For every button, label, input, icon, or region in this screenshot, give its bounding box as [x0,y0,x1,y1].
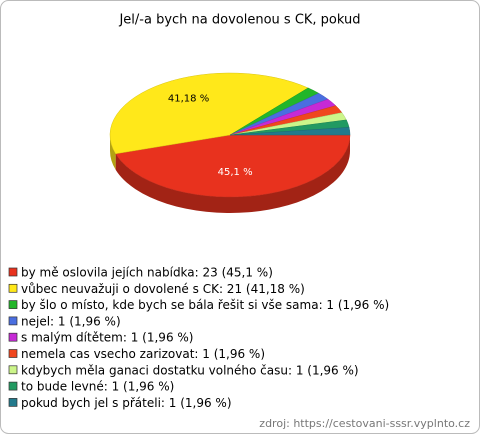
value-label: 45,1 % [218,167,253,178]
legend-label: to bude levné: 1 (1,96 %) [21,380,174,394]
legend-label: s malým dítětem: 1 (1,96 %) [21,331,193,345]
legend-label: by šlo o místo, kde bych se bála řešit s… [21,298,389,312]
source: zdroj: https://cestovani-sssr.vyplnto.cz [259,417,470,430]
slice-side [110,135,116,170]
legend-swatch [8,349,18,358]
legend-label: nejel: 1 (1,96 %) [21,314,121,328]
legend-swatch [8,267,18,277]
legend-swatch [8,332,18,342]
legend-label: vůbec neuvažuji o dovolené s CK: 21 (41,… [21,282,305,296]
slice-side [115,135,350,213]
legend-swatch [8,300,18,309]
legend-swatch [8,316,18,326]
legend-label: by mě oslovila jejích nabídka: 23 (45,1 … [21,266,273,280]
value-label: 41,18 % [168,93,209,104]
legend-swatch [8,381,18,391]
slice [229,127,351,136]
legend-label: kdybych měla ganaci dostatku volného čas… [21,363,359,377]
legend-swatch [8,283,18,293]
slice [115,134,351,198]
legend-label: pokud bych jel s přáteli: 1 (1,96 %) [21,396,232,410]
legend-label: nemela cas vsecho zarizovat: 1 (1,96 %) [21,347,265,361]
legend-swatch [8,398,18,407]
slice [109,72,309,155]
chart-title: Jel/-a bych na dovolenou s CK, pokud [118,13,360,28]
legend-swatch [8,365,18,375]
